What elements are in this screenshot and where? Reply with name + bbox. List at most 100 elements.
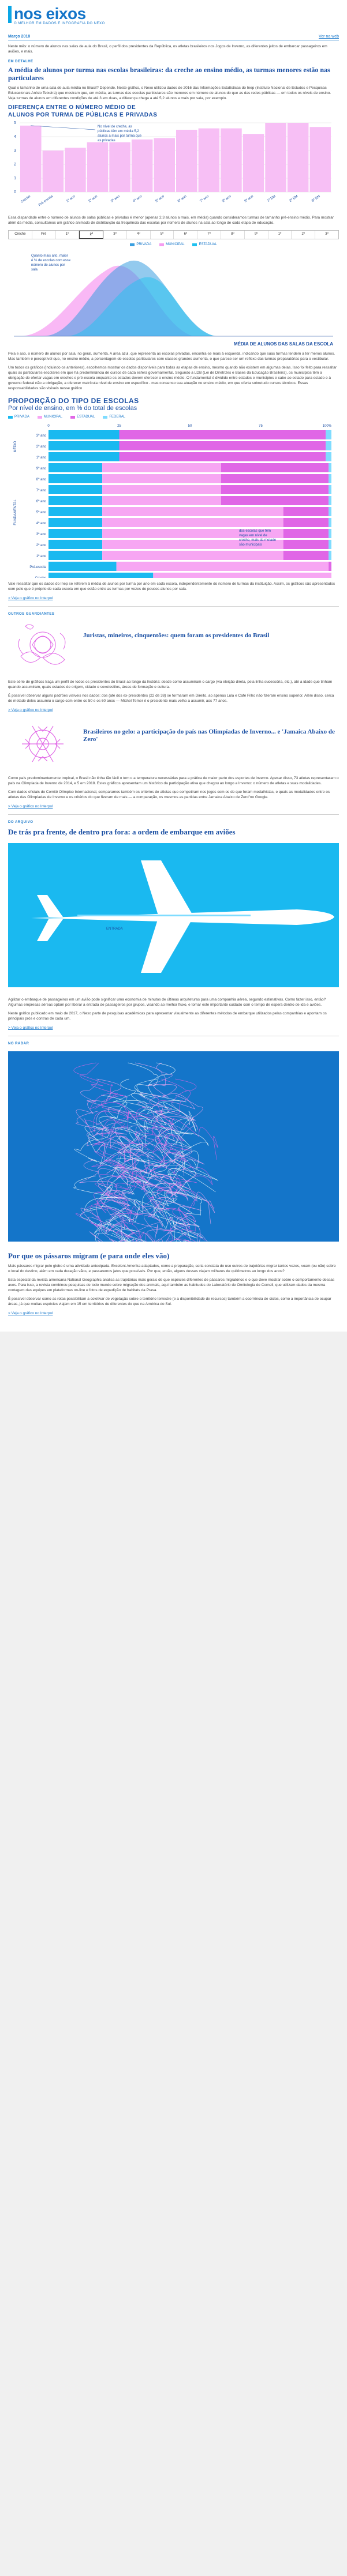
y-tick-label: 5 [14,121,16,125]
stacked-bar-chart-proportion: 0 25 50 75 100% 3º ano 2º ano 1º ano MÉDIO 9º ano… [13,424,332,578]
bar-segment [102,518,283,527]
legend-label: PRIVADA [136,243,152,246]
interpol-link[interactable]: > Veja o gráfico no Interpol [8,708,53,712]
y-tick-label: 0 [14,190,16,194]
story-title[interactable]: Brasileiros no gelo: a participação do p… [83,728,335,743]
divider [8,606,339,607]
legend-swatch [192,243,197,246]
annotation: sala [31,268,38,272]
tab-5[interactable]: 4º [127,231,151,239]
story-card[interactable]: Juristas, mineiros, cinquentões: quem fo… [8,622,339,674]
interpol-link[interactable]: > Veja o gráfico no Interpol [8,1026,53,1030]
chart-legend: PRIVADA MUNICIPAL ESTADUAL [8,243,339,246]
bar-segment [116,562,329,571]
section-headline[interactable]: De trás pra frente, de dentro pra fora: … [8,828,236,836]
tab-10[interactable]: 9º [245,231,268,239]
annotation: são municipais [239,543,262,547]
x-tick-label: 3º EM [311,194,321,203]
x-tick-label: Pré-escola [38,194,54,207]
bar-segment [283,518,329,527]
interpol-link[interactable]: > Veja o gráfico no Interpol [8,596,53,600]
interpol-link[interactable]: > Veja o gráfico no Interpol [8,1311,53,1315]
legend-label: MUNICIPAL [166,243,185,246]
tab-11[interactable]: 1º [268,231,292,239]
bar-segment [329,562,331,571]
bar-segment [48,485,103,494]
x-tick-label: 4º ano [132,194,143,204]
tab-2[interactable]: 1º [56,231,80,239]
migration-path [84,1095,128,1176]
paragraph: Vale ressaltar que os dados do Inep se r… [8,582,335,591]
bar [309,127,331,192]
web-link[interactable]: Ver na web [318,35,339,39]
paragraph: Esta especial da revista americana Natio… [8,1278,335,1292]
tab-12[interactable]: 2º [292,231,316,239]
story-card[interactable]: Brasileiros no gelo: a participação do p… [8,718,339,770]
legend-item: PRIVADA [130,243,151,246]
legend-label: PRIVADA [14,415,29,419]
chart-title: MÉDIA DE ALUNOS DAS SALAS DA ESCOLA [234,341,333,347]
interpol-link[interactable]: > Veja o gráfico no Interpol [8,804,53,808]
migration-path [76,1078,131,1160]
intro-text: Neste mês: o número de alunos nas salas … [8,44,327,54]
logo[interactable]: nos eixos [14,5,86,22]
tab-6[interactable]: 5º [151,231,174,239]
paragraph: Este série de gráficos traça um perfil d… [8,680,333,689]
bar [265,123,286,192]
migration-path [135,1062,183,1144]
bar-segment [119,430,326,439]
section-label: OUTROS GUARDIANTES [8,612,55,616]
legend-swatch [159,243,165,246]
plane-label: ENTRADA [106,927,123,931]
row-label: 8º ano [36,477,47,482]
story-title[interactable]: Juristas, mineiros, cinquentões: quem fo… [83,632,270,639]
migration-path [150,1159,196,1241]
chart-subtitle: ALUNOS POR TURMA DE PÚBLICAS E PRIVADAS [8,112,158,118]
tab-7[interactable]: 6º [174,231,198,239]
divider [8,814,339,815]
tab-0[interactable]: Creche [9,231,32,239]
bar-segment [48,551,103,560]
section-headline[interactable]: Por que os pássaros migram (e para onde … [8,1251,170,1260]
bar-segment [102,529,283,538]
x-tick-label: 9º ano [244,194,255,204]
row-label: Creche [35,577,47,578]
bar-segment [48,573,154,578]
row-label: 1º ano [36,554,47,558]
bar-segment [102,474,221,483]
bar-segment [283,551,329,560]
bar-segment [329,529,331,538]
legend-item: ESTADUAL [192,243,217,246]
bar-segment [329,551,331,560]
tab-1[interactable]: Pré [32,231,56,239]
y-tick-label: 2 [14,163,16,167]
header: nos eixos O MELHOR EM DADOS E INFOGRAFIA… [0,0,347,25]
bar-segment [326,430,331,439]
presidents-illustration [8,622,77,674]
paragraph: Um todos os gráficos (incluindo os anter… [8,366,337,390]
migration-path [148,1078,191,1160]
migration-path [120,1143,191,1225]
migration-path [91,1143,145,1225]
tab-3[interactable]: 2º [79,231,104,239]
tab-8[interactable]: 7º [197,231,222,239]
migration-path [136,1062,196,1144]
bar [109,142,130,192]
migration-path [129,1143,189,1225]
migration-path [156,1111,219,1193]
bar-segment [326,441,331,450]
bar-segment [153,573,331,578]
tab-9[interactable]: 8º [221,231,245,239]
bar-segment [102,463,221,472]
bar [242,134,264,192]
paragraph: É possível observar como as rotas possib… [8,1297,331,1306]
paragraph: Com dados oficiais do Comitê Olímpico In… [8,790,330,799]
tab-13[interactable]: 3º [325,232,329,236]
bar [198,128,220,192]
tab-4[interactable]: 3º [103,231,127,239]
section-headline[interactable]: A média de alunos por turma nas escolas … [8,66,330,82]
row-label: Pré-escola [29,566,46,569]
paragraph: Essa disparidade entre o número de aluno… [8,216,334,225]
group-label: MÉDIO [13,441,17,452]
